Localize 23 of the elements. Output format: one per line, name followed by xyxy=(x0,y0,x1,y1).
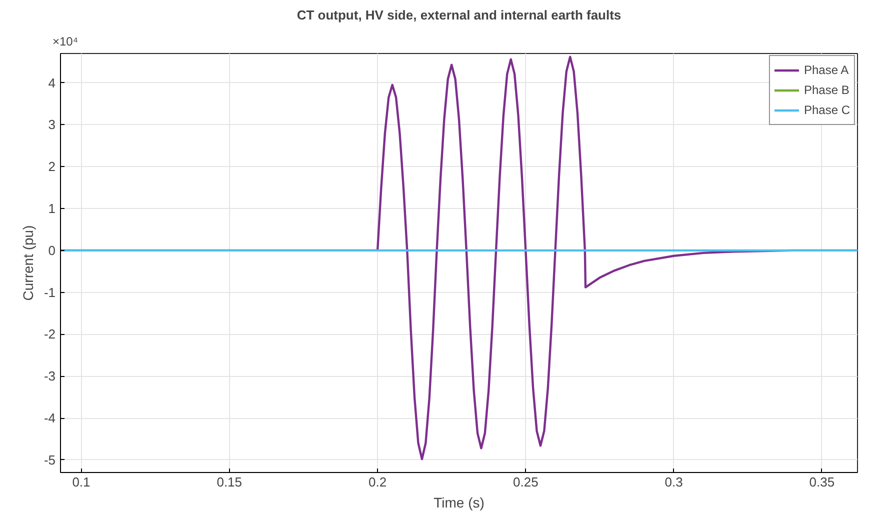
y-tick-label: -4 xyxy=(44,410,56,426)
x-axis-title: Time (s) xyxy=(434,494,484,510)
y-tick-label: 4 xyxy=(48,75,56,90)
chart-title: CT output, HV side, external and internal earth faults xyxy=(296,8,622,22)
y-tick-label: -5 xyxy=(44,452,56,468)
legend-label: Phase B xyxy=(804,83,850,97)
legend-label: Phase A xyxy=(804,63,849,77)
text: ×10⁴ xyxy=(52,34,78,48)
x-tick-label: 0.3 xyxy=(664,474,683,490)
y-tick-label: -2 xyxy=(44,326,56,342)
y-tick-label: 0 xyxy=(48,242,56,258)
y-tick-label: 2 xyxy=(48,159,56,174)
x-tick-label: 0.15 xyxy=(216,474,242,490)
x-tick-label: 0.25 xyxy=(513,474,538,490)
y-tick-label: 1 xyxy=(48,201,56,216)
y-tick-label: 3 xyxy=(48,117,56,132)
legend-label: Phase C xyxy=(804,103,850,117)
y-tick-label: -1 xyxy=(44,284,56,300)
x-tick-label: 0.35 xyxy=(809,474,835,490)
y-tick-label: -3 xyxy=(44,368,56,384)
x-tick-label: 0.1 xyxy=(72,474,90,490)
y-axis-title: Current (pu) xyxy=(20,225,36,301)
x-tick-label: 0.2 xyxy=(368,474,387,490)
